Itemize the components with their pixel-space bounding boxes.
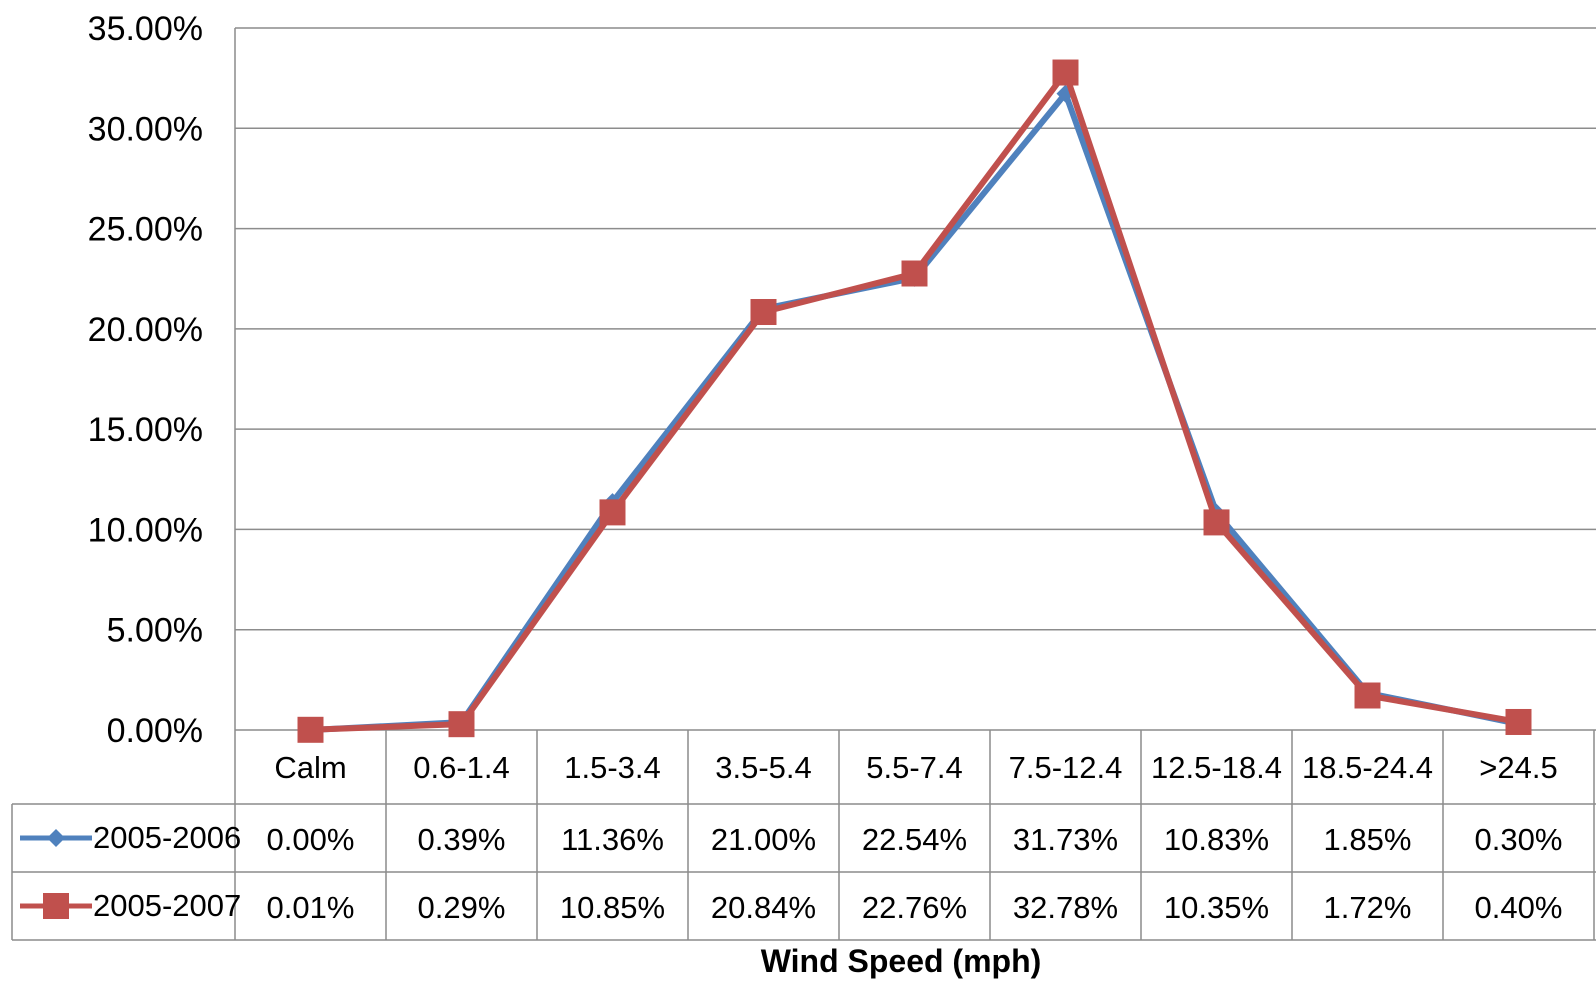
series-line-2005-2006 (310, 90, 1520, 733)
data-point (750, 299, 777, 326)
category-label: >24.5 (1479, 750, 1557, 785)
category-label: 18.5-24.4 (1302, 750, 1433, 785)
table-cell-value: 32.78% (1013, 890, 1118, 925)
x-axis-label: Wind Speed (mph) (761, 943, 1042, 979)
table-cell-value: 10.83% (1164, 822, 1269, 857)
table-cell-value: 10.35% (1164, 890, 1269, 925)
table-cell-value: 0.39% (418, 822, 506, 857)
category-label: 7.5-12.4 (1009, 750, 1123, 785)
data-point (901, 260, 928, 287)
series-line-2005-2007 (310, 69, 1520, 733)
y-tick-label: 10.00% (88, 511, 203, 549)
data-point (1203, 509, 1230, 536)
table-cell-value: 0.29% (418, 890, 506, 925)
data-point (448, 711, 475, 738)
category-label: 0.6-1.4 (413, 750, 510, 785)
table-cell-value: 11.36% (561, 822, 664, 857)
data-point (599, 499, 626, 526)
table-cell-value: 22.76% (862, 890, 967, 925)
category-label: 5.5-7.4 (866, 750, 963, 785)
y-tick-label: 20.00% (88, 311, 203, 349)
y-tick-label: 0.00% (107, 712, 203, 750)
y-axis: 0.00% 5.00% 10.00% 15.00% 20.00% 25.00% 30.00%… (88, 10, 236, 750)
y-tick-label: 25.00% (88, 211, 203, 249)
table-cell-value: 22.54% (862, 822, 967, 857)
y-tick-label: 15.00% (88, 411, 203, 449)
legend-series-name: 2005-2006 (93, 820, 241, 855)
y-tick-label: 35.00% (88, 10, 203, 48)
y-tick-label: 5.00% (107, 612, 203, 650)
table-cell-value: 20.84% (711, 890, 816, 925)
legend-series-name: 2005-2007 (93, 888, 241, 923)
gridlines (235, 27, 1596, 731)
series-lines (297, 59, 1532, 743)
data-table: Calm 0.6-1.4 1.5-3.4 3.5-5.4 5.5-7.4 7.5-12.4… (11, 730, 1596, 941)
y-tick-label: 30.00% (88, 110, 203, 148)
table-cell-value: 21.00% (711, 822, 816, 857)
data-point (297, 716, 324, 743)
table-cell-value: 1.85% (1324, 822, 1412, 857)
table-cell-value: 0.40% (1475, 890, 1563, 925)
category-label: 1.5-3.4 (564, 750, 661, 785)
category-label: Calm (274, 750, 346, 785)
legend-key-marker (43, 893, 69, 919)
table-cell-value: 10.85% (560, 890, 665, 925)
table-cell-value: 0.30% (1475, 822, 1563, 857)
data-point (1052, 59, 1079, 86)
table-cell-value: 0.00% (267, 822, 355, 857)
table-cell-value: 1.72% (1324, 890, 1412, 925)
data-point (1354, 682, 1381, 709)
legend-key-marker (47, 829, 65, 847)
category-label: 3.5-5.4 (715, 750, 812, 785)
data-point (1505, 708, 1532, 735)
table-cell-value: 31.73% (1013, 822, 1118, 857)
table-cell-value: 0.01% (267, 890, 355, 925)
category-label: 12.5-18.4 (1151, 750, 1282, 785)
